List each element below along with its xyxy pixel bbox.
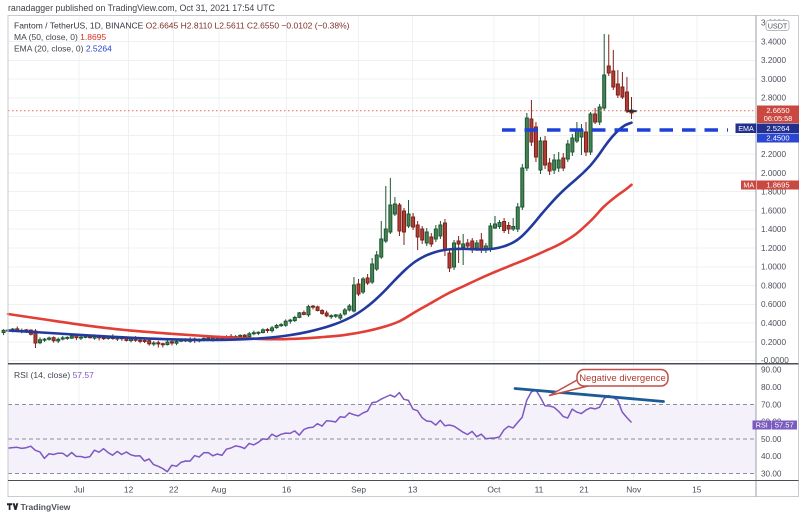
svg-text:2.6650: 2.6650 xyxy=(766,106,789,115)
svg-text:MA: MA xyxy=(743,181,754,190)
svg-text:Negative divergence: Negative divergence xyxy=(579,373,666,384)
svg-text:Fantom / TetherUS, 1D, BINANCE: Fantom / TetherUS, 1D, BINANCE O2.6645 H… xyxy=(14,20,350,30)
svg-text:2.0000: 2.0000 xyxy=(761,169,786,178)
svg-text:50.00: 50.00 xyxy=(761,435,782,444)
svg-text:Oct: Oct xyxy=(487,484,501,494)
svg-text:3.0000: 3.0000 xyxy=(761,75,786,84)
svg-text:1.0000: 1.0000 xyxy=(761,263,786,272)
svg-text:80.00: 80.00 xyxy=(761,383,782,392)
svg-text:3.2000: 3.2000 xyxy=(761,56,786,65)
svg-text:11: 11 xyxy=(535,484,544,494)
svg-text:0.2000: 0.2000 xyxy=(761,338,786,347)
svg-text:1.8695: 1.8695 xyxy=(766,181,789,190)
svg-text:57.57: 57.57 xyxy=(775,421,794,430)
svg-text:Nov: Nov xyxy=(626,484,642,494)
svg-text:2.4500: 2.4500 xyxy=(766,134,789,143)
svg-text:-0.0000: -0.0000 xyxy=(761,356,789,365)
svg-text:ranadagger published on Tradin: ranadagger published on TradingView.com,… xyxy=(8,3,275,13)
svg-text:40.00: 40.00 xyxy=(761,452,782,461)
svg-text:TradingView: TradingView xyxy=(21,502,71,512)
svg-text:0.4000: 0.4000 xyxy=(761,319,786,328)
svg-text:22: 22 xyxy=(169,484,179,494)
svg-text:60.00: 60.00 xyxy=(761,418,782,427)
svg-text:0.6000: 0.6000 xyxy=(761,300,786,309)
svg-text:0.8000: 0.8000 xyxy=(761,282,786,291)
svg-text:RSI: RSI xyxy=(756,421,768,430)
svg-text:3.4000: 3.4000 xyxy=(761,37,786,46)
svg-text:USDT: USDT xyxy=(768,21,788,30)
svg-text:RSI (14, close) 57.57: RSI (14, close) 57.57 xyxy=(14,370,94,380)
svg-text:EMA (20, close, 0) 2.5264: EMA (20, close, 0) 2.5264 xyxy=(14,43,112,53)
svg-text:1.8000: 1.8000 xyxy=(761,188,786,197)
svg-text:Jul: Jul xyxy=(74,484,85,494)
svg-text:1.4000: 1.4000 xyxy=(761,225,786,234)
svg-text:2.8000: 2.8000 xyxy=(761,94,786,103)
svg-text:06:05:58: 06:05:58 xyxy=(764,114,792,123)
svg-text:Sep: Sep xyxy=(351,484,366,494)
svg-text:Aug: Aug xyxy=(211,484,226,494)
svg-text:70.00: 70.00 xyxy=(761,400,782,409)
svg-text:16: 16 xyxy=(282,484,292,494)
svg-text:EMA: EMA xyxy=(738,124,754,133)
svg-text:MA (50, close, 0) 1.8695: MA (50, close, 0) 1.8695 xyxy=(14,32,106,42)
svg-text:12: 12 xyxy=(124,484,134,494)
svg-text:2.2000: 2.2000 xyxy=(761,150,786,159)
svg-text:15: 15 xyxy=(692,484,702,494)
svg-text:2.5264: 2.5264 xyxy=(766,124,789,133)
svg-text:90.00: 90.00 xyxy=(761,366,782,375)
svg-text:1.2000: 1.2000 xyxy=(761,244,786,253)
svg-text:1.6000: 1.6000 xyxy=(761,206,786,215)
svg-text:21: 21 xyxy=(579,484,589,494)
svg-text:13: 13 xyxy=(408,484,418,494)
svg-text:30.00: 30.00 xyxy=(761,469,782,478)
